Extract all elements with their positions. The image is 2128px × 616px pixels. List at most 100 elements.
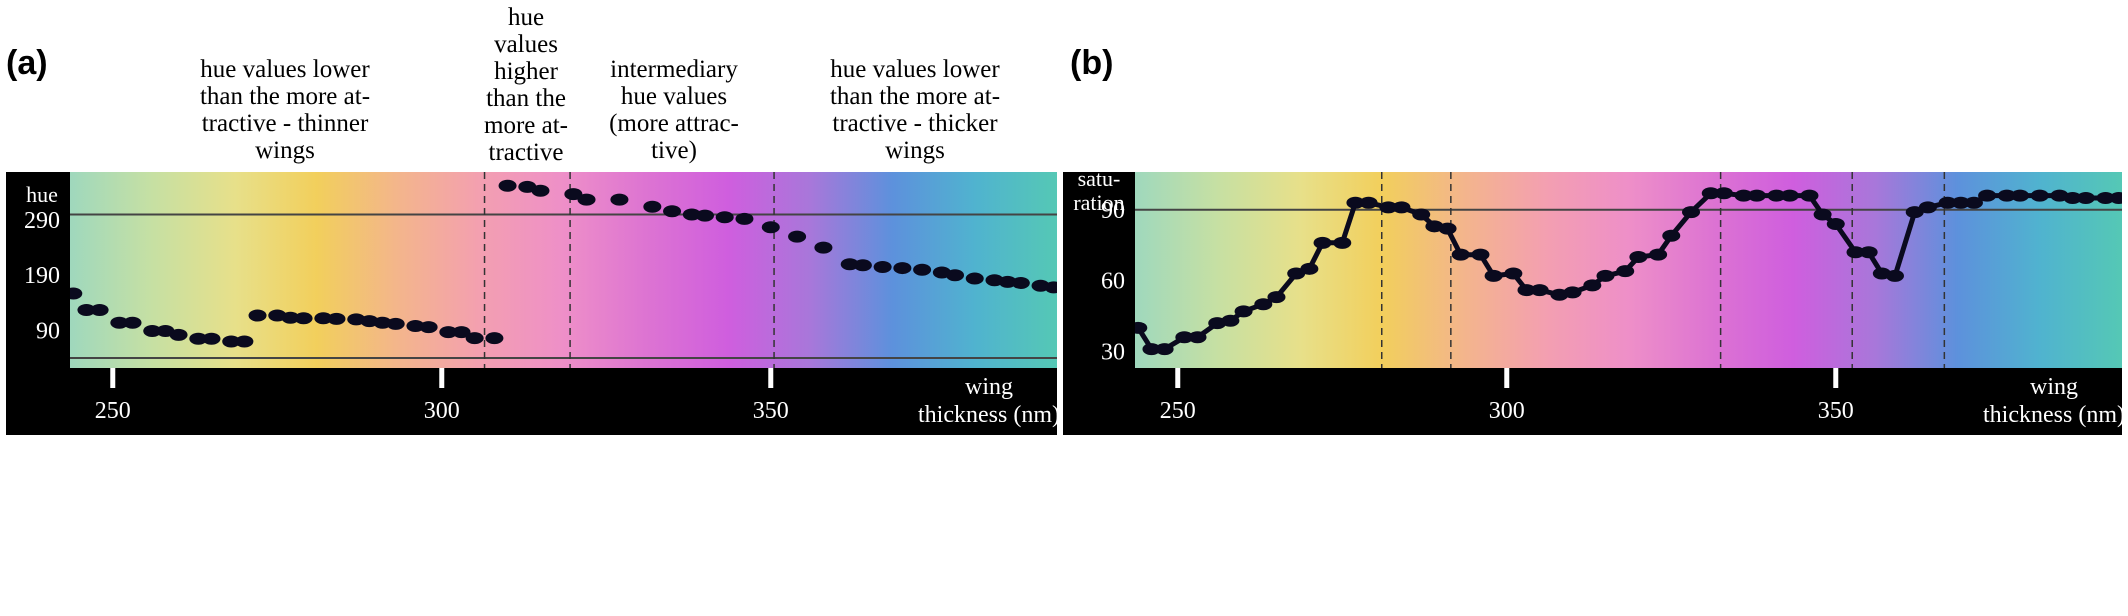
data-point [1254,298,1273,311]
x-tick-mark [1175,368,1181,388]
data-point [2076,191,2095,204]
data-point [1734,189,1753,202]
data-point [1379,201,1398,214]
data-point [465,332,484,345]
data-point [1221,314,1240,327]
data-point [965,272,984,285]
x-tick-mark [439,368,445,388]
data-point [531,184,550,197]
data-point [77,304,96,317]
x-tick-label: 300 [1489,398,1525,424]
data-point [1964,196,1983,209]
data-point [1333,236,1352,249]
x-tick-mark [1504,368,1510,388]
data-point [873,260,892,273]
data-point [840,258,859,271]
data-point [643,200,662,213]
data-point [682,208,701,221]
annotation-thicker-wings: hue values lower than the more at- tract… [829,56,1001,164]
data-point [452,326,471,339]
data-point [1997,189,2016,202]
data-point [248,309,267,322]
data-point [1649,248,1668,261]
data-point [1813,208,1832,221]
data-point [1300,262,1319,275]
y-axis-label: hue [26,182,58,207]
data-point [1471,248,1490,261]
data-point [1359,196,1378,209]
x-axis-label-line: wing [965,374,1013,400]
data-point [1392,201,1411,214]
data-point [2011,189,2030,202]
data-point [1747,189,1766,202]
x-axis-label: wing thickness (nm) [918,374,1060,428]
data-point [998,275,1017,288]
data-point [1583,279,1602,292]
data-point [695,209,714,222]
y-axis-label-line: hue [26,182,58,207]
x-tick-label: 350 [1818,398,1854,424]
data-point [123,316,142,329]
data-point [814,241,833,254]
y-axis-label-line: satu- [1078,166,1121,191]
data-point [419,321,438,334]
data-point [235,335,254,348]
data-point [406,320,425,333]
data-point [222,335,241,348]
panel-a-chart: hue 90 190 290 250 300 350 wing thickness (nm) [6,172,1060,435]
data-point [439,326,458,339]
data-point [1563,286,1582,299]
data-point [169,328,188,341]
data-point [1287,267,1306,280]
data-point [1438,222,1457,235]
data-point [1918,201,1937,214]
data-point [1412,208,1431,221]
x-axis-label-line: thickness (nm) [1983,402,2125,428]
data-point [564,188,583,201]
data-point [2096,191,2115,204]
data-point [1859,246,1878,259]
data-point [386,317,405,330]
data-point [281,311,300,324]
data-point [1701,187,1720,200]
y-tick-label: 90 [36,318,60,344]
data-point [1504,267,1523,280]
data-point [1175,331,1194,344]
data-point [577,193,596,206]
data-point [1905,206,1924,219]
data-point [1135,321,1148,334]
x-tick-label: 350 [753,398,789,424]
x-tick-mark [110,368,116,388]
data-series [70,179,1057,348]
data-point [2109,191,2122,204]
y-axis-label: satu-ration [1073,166,1124,215]
data-point [1011,276,1030,289]
data-point [610,193,629,206]
data-point [1780,189,1799,202]
data-point [946,269,965,282]
data-point [70,287,83,300]
panel-label-a: (a) [6,44,48,82]
panel-b-chart: satu-ration 30 60 90 250 300 350 wing thickness … [1063,166,2125,435]
data-point [1530,284,1549,297]
data-point [314,312,333,325]
annotation-higher-hue: hue values higher than the more at- trac… [484,4,568,166]
data-point [1234,305,1253,318]
data-point [1978,189,1997,202]
data-point [373,316,392,329]
data-point [715,211,734,224]
data-point [327,312,346,325]
data-point [663,205,682,218]
data-point [294,312,313,325]
x-axis-label-line: wing [2030,374,2078,400]
x-tick-label: 250 [95,398,131,424]
data-point [1616,265,1635,278]
data-point [1800,189,1819,202]
panel-label-b: (b) [1070,44,1114,82]
data-point [735,212,754,225]
data-point [788,230,807,243]
x-axis-label: wing thickness (nm) [1983,374,2125,428]
data-point [1142,343,1161,356]
y-tick-label: 90 [1101,198,1125,224]
